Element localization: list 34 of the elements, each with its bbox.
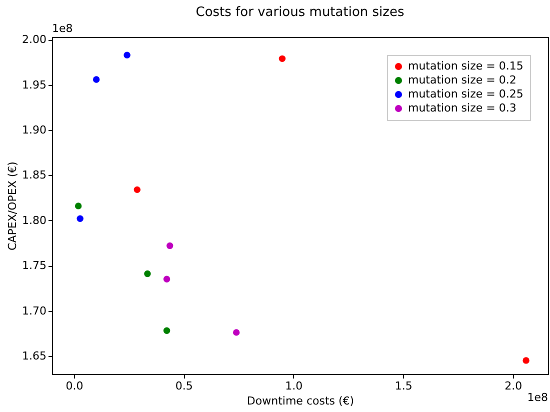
y-tick-label: 2.00 (22, 33, 46, 46)
x-tick-label: 1.0 (285, 380, 303, 392)
y-axis-title: CAPEX/OPEX (€) (6, 162, 20, 250)
legend-label: mutation size = 0.25 (408, 88, 524, 100)
y-tick-label: 1.80 (22, 214, 46, 227)
x-tick-label: 0.0 (66, 380, 84, 392)
y-tick-label: 1.75 (22, 259, 46, 272)
legend-label: mutation size = 0.2 (408, 74, 516, 86)
x-tick-label: 2.0 (504, 380, 522, 392)
text: 1e8 (527, 391, 548, 404)
text: 1e8 (52, 22, 73, 35)
x-tick-label: 1.5 (394, 380, 412, 392)
point (166, 242, 174, 250)
legend-label: mutation size = 0.3 (408, 102, 516, 114)
x-axis-title: Downtime costs (€) (246, 394, 354, 408)
y-tick-label: 1.85 (22, 168, 46, 182)
point (163, 327, 170, 334)
y-tick-label: 1.90 (22, 124, 46, 137)
point (124, 52, 130, 58)
point (134, 186, 141, 194)
legend-label: mutation size = 0.15 (408, 60, 524, 72)
x-tick-label: 0.5 (175, 380, 193, 392)
point (522, 357, 530, 364)
y-tick-label: 1.65 (22, 349, 46, 362)
point (163, 276, 170, 282)
point (92, 76, 100, 83)
point (233, 329, 240, 336)
point (76, 215, 84, 222)
point (278, 55, 286, 62)
point (144, 270, 151, 278)
y-tick-label: 1.70 (22, 304, 46, 318)
chart-title: Costs for various mutation sizes (196, 5, 404, 20)
point (74, 202, 82, 210)
y-tick-label: 1.95 (22, 78, 46, 92)
